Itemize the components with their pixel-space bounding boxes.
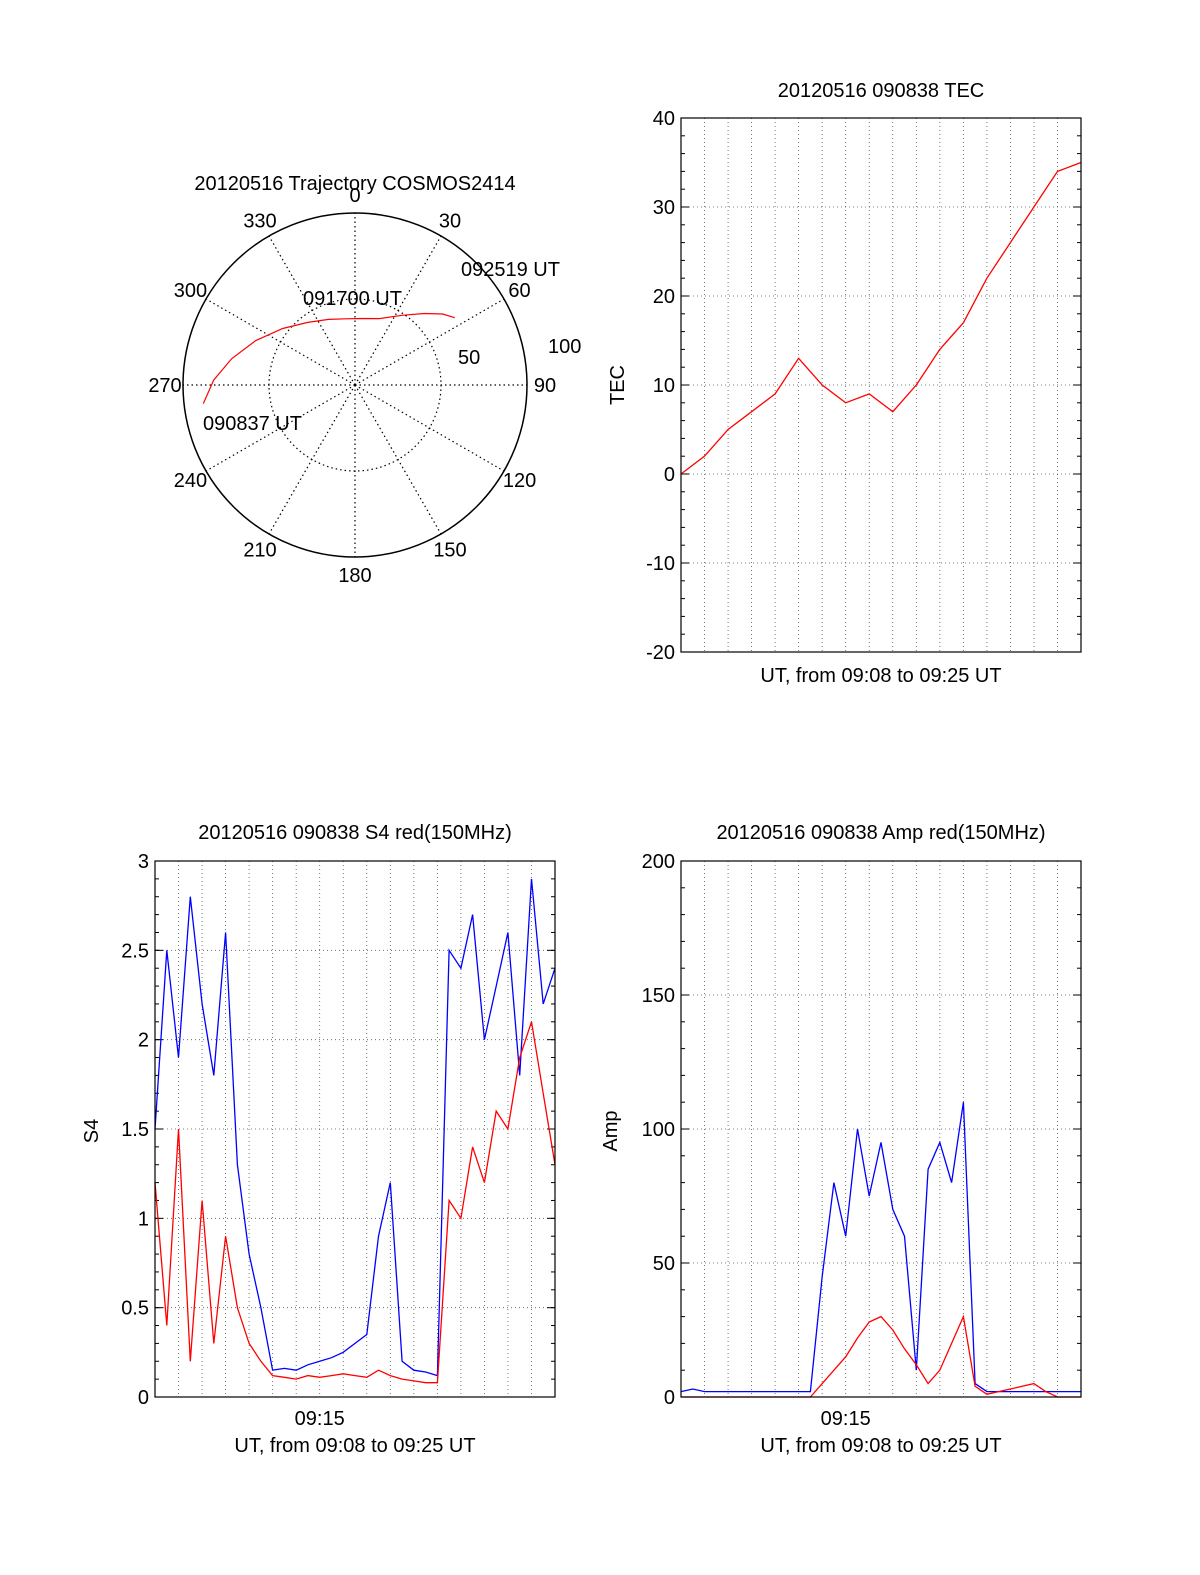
y-tick-label: 10 [653, 375, 675, 397]
y-tick-label: 50 [653, 1253, 675, 1275]
y-tick-label: -20 [646, 642, 675, 664]
polar-radial-label-50: 50 [458, 347, 480, 369]
y-tick-label: 150 [642, 985, 675, 1007]
s4-xlabel: UT, from 09:08 to 09:25 UT [234, 1435, 475, 1457]
azimuth-label: 30 [439, 210, 461, 232]
polar-trajectory-panel: 20120516 Trajectory COSMOS2414 0 30 60 90 12… [148, 173, 581, 587]
azimuth-label: 330 [243, 210, 276, 232]
polar-spoke [354, 298, 505, 386]
s4-ylabel: S4 [81, 1119, 103, 1143]
azimuth-label: 210 [243, 540, 276, 562]
y-tick-label: 1 [138, 1208, 149, 1230]
series-line-1 [681, 1314, 1081, 1398]
s4-panel: 20120516 090838 S4 red(150MHz) UT, from … [81, 822, 556, 1457]
series-line-0 [680, 161, 1082, 475]
azimuth-label: 120 [503, 470, 536, 492]
amp-panel: 20120516 090838 Amp red(150MHz) UT, from… [600, 822, 1082, 1457]
y-tick-label: 1.5 [121, 1119, 149, 1141]
s4-title: 20120516 090838 S4 red(150MHz) [198, 822, 512, 844]
x-tick-label: 09:15 [821, 1408, 871, 1430]
y-tick-label: 0 [138, 1387, 149, 1409]
polar-radial-label-100: 100 [548, 336, 581, 358]
polar-spoke [354, 384, 505, 472]
series-line-0 [154, 878, 556, 1377]
amp-title: 20120516 090838 Amp red(150MHz) [716, 822, 1045, 844]
y-tick-label: 100 [642, 1119, 675, 1141]
plot-frame [154, 860, 556, 1398]
x-tick-label: 09:15 [295, 1408, 345, 1430]
series-line-0 [680, 1102, 1081, 1393]
azimuth-label: 90 [534, 375, 556, 397]
annotation-end-time: 092519 UT [461, 259, 560, 281]
azimuth-label: 180 [338, 565, 371, 587]
series-line-1 [154, 1021, 556, 1384]
tec-panel: 20120516 090838 TEC UT, from 09:08 to 09… [607, 80, 1082, 687]
y-tick-label: 20 [653, 286, 675, 308]
azimuth-label: 270 [148, 375, 181, 397]
azimuth-label: 0 [349, 185, 360, 207]
polar-spoke [268, 384, 356, 535]
y-tick-label: 2 [138, 1030, 149, 1052]
polar-spoke [205, 298, 356, 386]
polar-spoke [354, 384, 442, 535]
polar-spoke [268, 235, 356, 386]
azimuth-label: 150 [433, 540, 466, 562]
tec-xlabel: UT, from 09:08 to 09:25 UT [760, 665, 1001, 687]
polar-grid [182, 212, 528, 558]
amp-xlabel: UT, from 09:08 to 09:25 UT [760, 1435, 1001, 1457]
azimuth-label: 60 [508, 280, 530, 302]
y-tick-label: 200 [642, 851, 675, 873]
polar-spoke [205, 384, 356, 472]
annotation-mid-time: 091700 UT [303, 288, 402, 310]
plot-frame [680, 860, 1082, 1398]
azimuth-label: 300 [174, 280, 207, 302]
y-tick-label: 0 [664, 464, 675, 486]
azimuth-label: 240 [174, 470, 207, 492]
y-tick-label: -10 [646, 553, 675, 575]
polar-spoke [354, 235, 442, 386]
plot-frame [680, 117, 1082, 653]
y-tick-label: 2.5 [121, 940, 149, 962]
tec-title: 20120516 090838 TEC [778, 80, 984, 102]
y-tick-label: 3 [138, 851, 149, 873]
y-tick-label: 30 [653, 197, 675, 219]
polar-title: 20120516 Trajectory COSMOS2414 [194, 173, 515, 195]
amp-ylabel: Amp [600, 1110, 622, 1151]
y-tick-label: 40 [653, 108, 675, 130]
polar-azimuth-labels: 0 30 60 90 120 150 180 210 240 270 300 330 [148, 185, 556, 587]
annotation-start-time: 090837 UT [203, 413, 302, 435]
trajectory-line [202, 312, 455, 404]
y-tick-label: 0 [664, 1387, 675, 1409]
tec-ylabel: TEC [607, 365, 629, 405]
y-tick-label: 0.5 [121, 1298, 149, 1320]
